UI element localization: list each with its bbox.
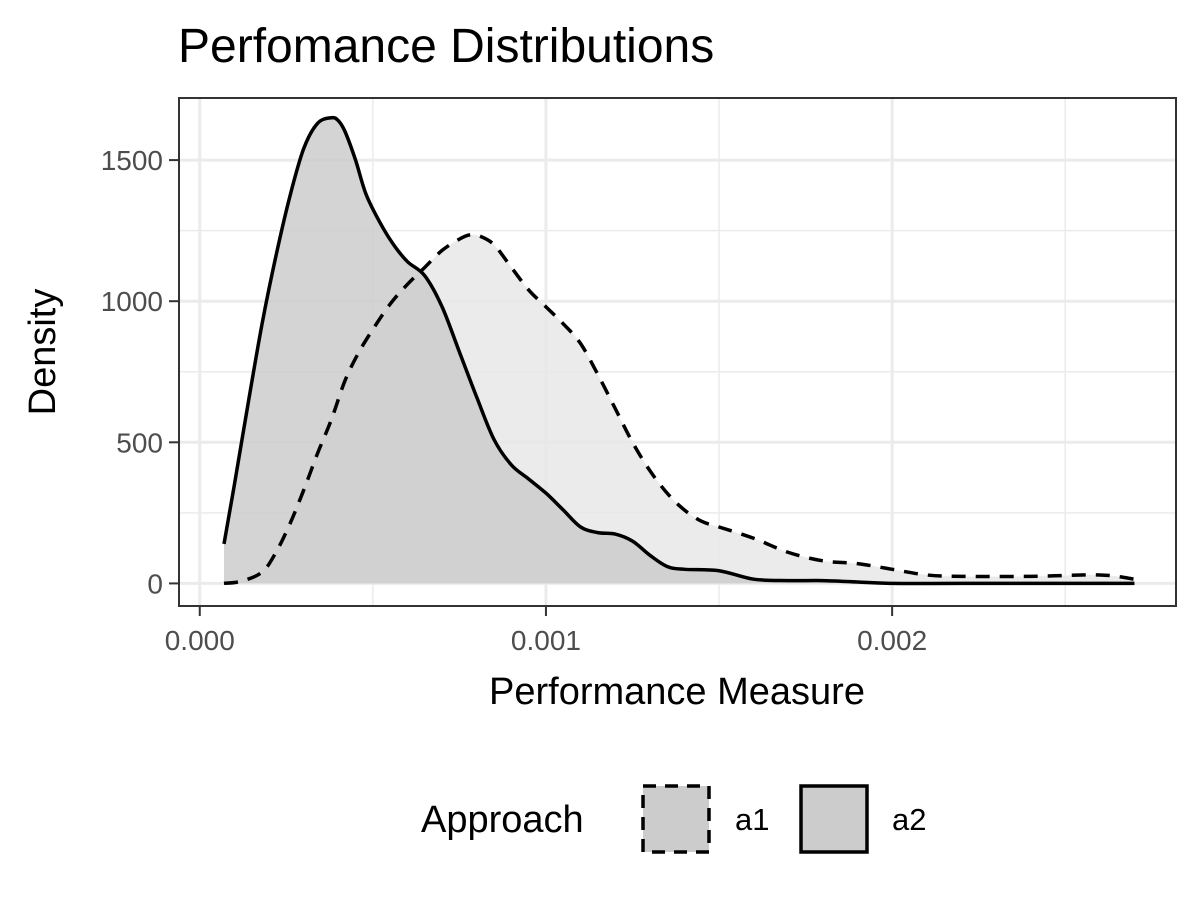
density-lines — [222, 115, 1135, 586]
y-tick-label: 500 — [116, 427, 163, 458]
density-areas — [224, 117, 1135, 584]
legend: Approach a1 a2 — [421, 784, 926, 854]
x-axis-title: Performance Measure — [489, 671, 865, 713]
legend-key-a2 — [799, 784, 869, 854]
x-axis: 0.000 0.001 0.002 — [165, 606, 927, 656]
x-tick-label: 0.002 — [857, 625, 927, 656]
chart-title: Perfomance Distributions — [178, 20, 714, 73]
legend-title: Approach — [421, 799, 584, 841]
x-tick-label: 0.000 — [165, 625, 235, 656]
y-axis: 0 500 1000 1500 — [101, 145, 179, 599]
density-line-a2 — [222, 115, 1135, 586]
y-tick-label: 0 — [147, 568, 163, 599]
density-line-a1 — [223, 232, 1135, 586]
y-tick-label: 1500 — [101, 145, 163, 176]
density-area-a2 — [224, 117, 1135, 584]
y-axis-title: Density — [22, 289, 64, 416]
legend-key-a1 — [641, 784, 711, 854]
plot-panel-border — [178, 97, 1177, 607]
y-tick-label: 1000 — [101, 286, 163, 317]
x-tick-label: 0.001 — [511, 625, 581, 656]
legend-label-a1: a1 — [735, 802, 769, 837]
legend-label-a2: a2 — [892, 802, 926, 837]
